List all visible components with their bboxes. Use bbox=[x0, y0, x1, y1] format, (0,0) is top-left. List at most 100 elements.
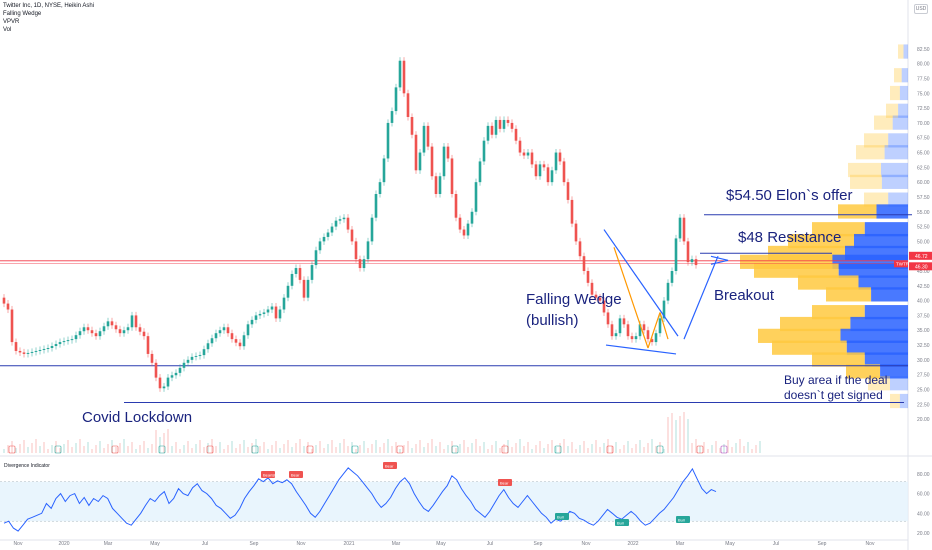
volume-bar-138 bbox=[555, 447, 557, 453]
price-tick-label-16: 60.00 bbox=[917, 180, 930, 186]
vpvr-bar-up-22 bbox=[812, 352, 865, 367]
volume-bar-119 bbox=[479, 446, 481, 453]
price-tick-label-18: 65.00 bbox=[917, 151, 930, 157]
candle-body-62 bbox=[250, 319, 254, 325]
vpvr-bar-up-1 bbox=[894, 68, 902, 83]
volume-bar-159 bbox=[639, 440, 641, 453]
candle-body-163 bbox=[654, 333, 658, 343]
divergence-label-bg-5 bbox=[615, 519, 629, 526]
volume-bar-156 bbox=[627, 441, 629, 453]
price-tick-label-0: 20.00 bbox=[917, 417, 930, 423]
candle-body-33 bbox=[134, 315, 138, 328]
wedge-lower-line bbox=[605, 344, 677, 355]
volume-bar-168 bbox=[675, 420, 677, 453]
vpvr-bar-down-21 bbox=[846, 340, 908, 355]
candle-body-134 bbox=[538, 164, 542, 177]
candle-body-162 bbox=[650, 339, 654, 343]
candle-body-10 bbox=[42, 348, 46, 350]
volume-bar-100 bbox=[403, 445, 405, 453]
price-tick-label-14: 55.00 bbox=[917, 210, 930, 216]
candle-body-158 bbox=[634, 336, 638, 340]
breakout-line bbox=[683, 255, 719, 340]
volume-bar-17 bbox=[71, 447, 73, 453]
vpvr-bar-up-0 bbox=[898, 44, 904, 59]
volume-bar-81 bbox=[327, 444, 329, 453]
vpvr-bar-down-19 bbox=[850, 316, 908, 332]
vpvr-bar-up-9 bbox=[864, 192, 889, 207]
candle-body-147 bbox=[590, 282, 594, 295]
volume-bar-127 bbox=[511, 447, 513, 453]
price-label-lower: 46.30 bbox=[915, 264, 928, 270]
volume-bar-175 bbox=[703, 442, 705, 453]
candle-body-42 bbox=[170, 375, 174, 378]
candle-body-44 bbox=[178, 367, 182, 373]
indicator-vol[interactable]: Vol bbox=[3, 27, 12, 33]
candle-body-21 bbox=[86, 327, 90, 331]
volume-bar-11 bbox=[47, 449, 49, 453]
candle-body-145 bbox=[582, 256, 586, 271]
volume-bar-165 bbox=[663, 449, 665, 453]
vpvr-bar-down-25 bbox=[899, 393, 908, 409]
candle-body-3 bbox=[14, 342, 18, 351]
volume-bar-46 bbox=[187, 441, 189, 453]
vpvr-bar-down-15 bbox=[838, 263, 908, 278]
earnings-marker-8 bbox=[396, 445, 404, 454]
volume-bar-91 bbox=[367, 448, 369, 453]
candle-body-14 bbox=[58, 342, 62, 345]
indicator-vpvr[interactable]: VPVR bbox=[3, 19, 20, 25]
candle-body-169 bbox=[678, 217, 682, 239]
volume-bar-106 bbox=[427, 443, 429, 453]
volume-bar-145 bbox=[583, 441, 585, 453]
price-tick-label-23: 77.50 bbox=[917, 77, 930, 83]
volume-bar-146 bbox=[587, 448, 589, 453]
volume-bar-4 bbox=[19, 444, 21, 453]
candle-body-170 bbox=[682, 217, 686, 242]
candle-body-73 bbox=[294, 268, 298, 274]
earnings-marker-9 bbox=[451, 445, 459, 454]
volume-bar-183 bbox=[735, 443, 737, 453]
time-tick-label-4: Jul bbox=[202, 541, 208, 547]
currency-badge[interactable]: USD bbox=[914, 4, 928, 14]
annotation-falling-wedge: Falling Wedge bbox=[526, 291, 622, 308]
volume-bar-55 bbox=[223, 449, 225, 453]
volume-bar-95 bbox=[383, 443, 385, 453]
volume-bar-21 bbox=[87, 442, 89, 453]
osc-tick-label-0: 20.00 bbox=[917, 531, 930, 537]
volume-bar-88 bbox=[355, 449, 357, 453]
volume-bar-85 bbox=[343, 439, 345, 453]
volume-bar-181 bbox=[727, 440, 729, 453]
volume-bar-164 bbox=[659, 442, 661, 453]
candle-body-108 bbox=[434, 176, 438, 194]
vpvr-bar-down-12 bbox=[854, 233, 908, 249]
vpvr-bar-up-2 bbox=[890, 85, 900, 101]
volume-bar-148 bbox=[595, 440, 597, 453]
volume-bar-172 bbox=[691, 443, 693, 453]
candle-body-82 bbox=[330, 226, 334, 233]
volume-bar-182 bbox=[731, 447, 733, 453]
time-tick-label-15: May bbox=[725, 541, 735, 547]
volume-bar-189 bbox=[759, 441, 761, 453]
candle-body-12 bbox=[50, 346, 54, 348]
wedge-upper-line bbox=[603, 229, 679, 337]
candle-body-32 bbox=[130, 315, 134, 328]
candle-body-52 bbox=[210, 338, 214, 344]
volume-bar-47 bbox=[191, 448, 193, 453]
candle-body-1 bbox=[6, 303, 10, 310]
volume-bar-125 bbox=[503, 444, 505, 453]
volume-bar-31 bbox=[127, 446, 129, 453]
price-tick-label-4: 30.00 bbox=[917, 358, 930, 364]
volume-bar-163 bbox=[655, 446, 657, 453]
indicator-falling-wedge[interactable]: Falling Wedge bbox=[3, 11, 42, 17]
candle-body-152 bbox=[610, 324, 614, 337]
volume-bar-69 bbox=[279, 448, 281, 453]
candle-body-129 bbox=[518, 140, 522, 153]
volume-bar-130 bbox=[523, 446, 525, 453]
vpvr-bar-down-8 bbox=[881, 174, 908, 189]
candle-body-34 bbox=[138, 327, 142, 332]
candle-body-6 bbox=[26, 352, 30, 354]
candle-body-128 bbox=[514, 128, 518, 141]
volume-bar-14 bbox=[59, 448, 61, 453]
candle-body-29 bbox=[118, 329, 122, 334]
